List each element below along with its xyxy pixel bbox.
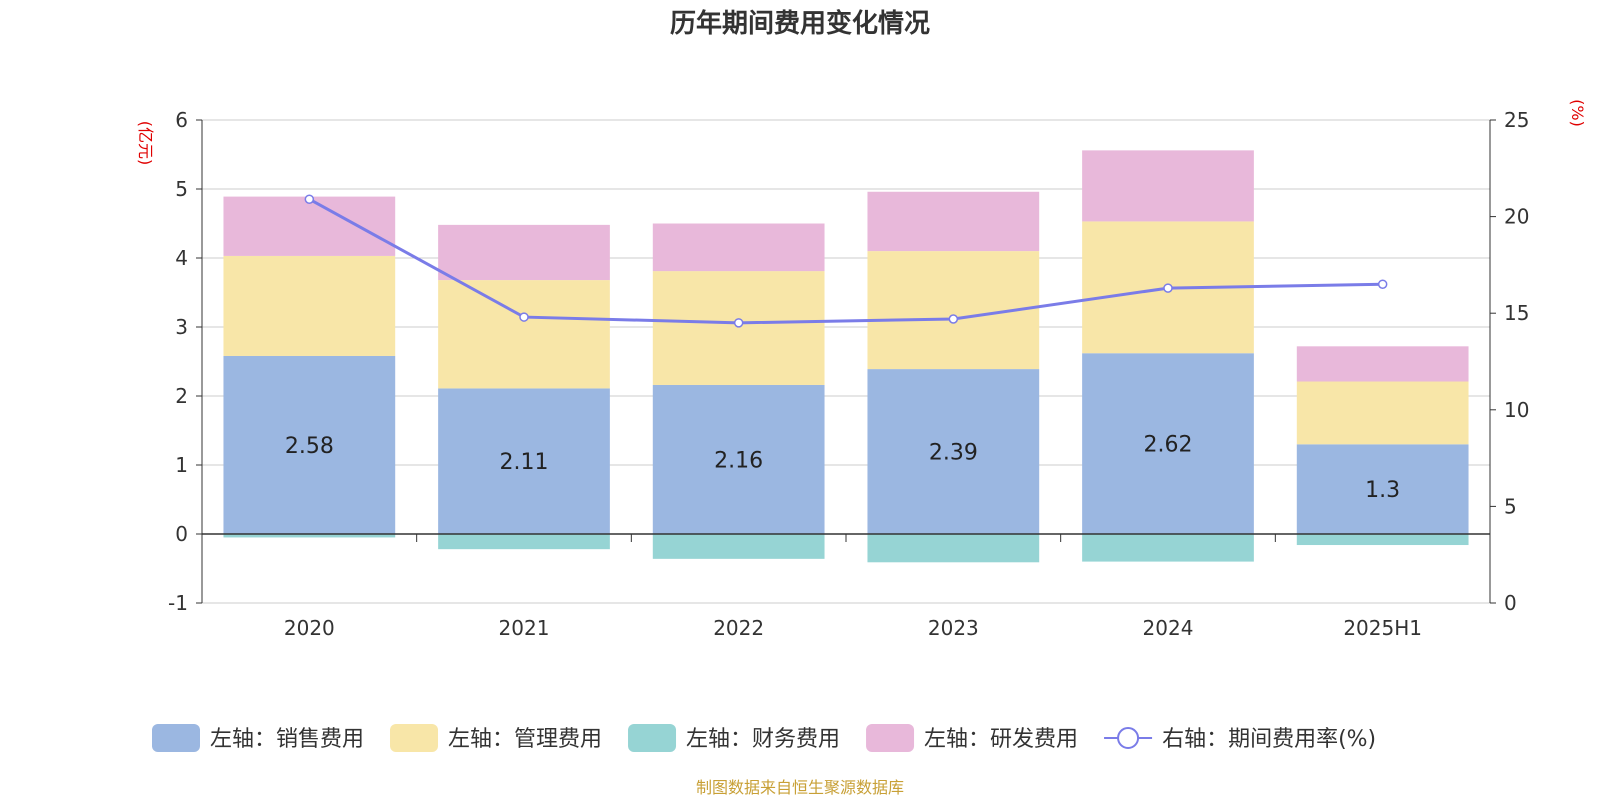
right-axis-unit: (%): [1568, 99, 1587, 127]
right-axis-tick-label: 10: [1504, 398, 1529, 422]
right-axis-tick-label: 5: [1504, 494, 1517, 518]
bar-value-label: 2.16: [714, 448, 763, 473]
bar-segment-s0-0: [223, 355, 396, 534]
legend-label-0: 左轴：销售费用: [210, 727, 364, 752]
rate-point: [948, 314, 959, 324]
bar-segment-s3-4: [1082, 150, 1254, 222]
left-axis-tick-label: 4: [175, 246, 188, 270]
legend-circle-swatch: [1117, 727, 1140, 749]
legend-label-2: 左轴：财务费用: [686, 727, 840, 752]
bar-segment-s3-0: [223, 196, 396, 256]
bar-value-label: 2.11: [500, 450, 549, 475]
right-axis-tick-label: 25: [1504, 108, 1529, 132]
bar-segment-s1-0: [223, 255, 396, 356]
left-axis-tick-label: 2: [175, 384, 188, 408]
left-axis-tick-label: 1: [175, 453, 188, 477]
left-axis-tick-label: -1: [168, 591, 188, 615]
right-axis-tick-label: 0: [1504, 591, 1517, 615]
rate-line-path: [308, 197, 1383, 325]
category-label: 2025H1: [1343, 616, 1422, 640]
bar-segment-s0-4: [1082, 353, 1254, 534]
rate-point: [733, 318, 744, 328]
category-label: 2024: [1143, 616, 1194, 640]
bar-value-label: 2.58: [285, 434, 334, 459]
legend-swatch-1: [390, 724, 439, 752]
left-axis-tick-label: 5: [175, 177, 188, 201]
category-label: 2022: [713, 616, 764, 640]
axes: -1 0 1 2 3 4 5 6 0 5 10 15 20 25 2020 2021 2022 2023 2024 2…: [168, 108, 1529, 640]
legend-label-1: 左轴：管理费用: [448, 727, 602, 752]
bar-segment-s2-1: [438, 534, 610, 550]
source-note: 制图数据来自恒生聚源数据库: [696, 778, 904, 797]
bar-segment-s2-3: [867, 534, 1040, 563]
right-axis-tick-label: 15: [1504, 301, 1529, 325]
category-label: 2021: [499, 616, 550, 640]
bar-segment-s0-2: [652, 384, 825, 534]
bar-segment-s2-0: [223, 534, 396, 538]
legend-label-3: 左轴：研发费用: [924, 727, 1078, 752]
bar-segment-s3-3: [867, 191, 1040, 252]
rate-point: [519, 312, 529, 322]
rate-line: [304, 194, 1388, 328]
legend-swatch-3: [866, 724, 915, 752]
left-axis-unit: (亿元): [136, 121, 155, 166]
bar-segment-s3-2: [652, 223, 825, 272]
bar-segment-s1-1: [438, 280, 610, 389]
bar-segment-s3-5: [1296, 346, 1469, 382]
bar-segment-s1-2: [652, 271, 825, 385]
bar-segment-s3-1: [438, 224, 610, 281]
left-axis-tick-label: 3: [175, 315, 188, 339]
legend-label-4: 右轴：期间费用率(%): [1162, 727, 1376, 752]
bar-value-label: 2.39: [929, 441, 978, 466]
rate-point: [1377, 279, 1388, 289]
rate-point: [1163, 283, 1173, 293]
legend-swatch-2: [628, 724, 677, 752]
bar-segment-s2-4: [1082, 534, 1254, 562]
bar-segment-s0-5: [1296, 444, 1469, 534]
bar-segment-s1-5: [1296, 381, 1469, 445]
category-label: 2020: [284, 616, 335, 640]
data-labels: 2.58 2.11 2.16 2.39 2.62 1.3: [285, 433, 1400, 504]
rate-point: [304, 194, 315, 204]
category-label: 2023: [928, 616, 979, 640]
bar-segment-s0-3: [867, 369, 1040, 534]
right-axis-tick-label: 20: [1504, 205, 1529, 229]
legend: 左轴：销售费用 左轴：管理费用 左轴：财务费用 左轴：研发费用 右轴：期间费用率(%): [152, 724, 1376, 752]
left-axis-tick-label: 6: [175, 108, 188, 132]
chart-title: 历年期间费用变化情况: [670, 8, 930, 39]
bar-value-label: 2.62: [1144, 433, 1193, 458]
left-axis-tick-label: 0: [175, 522, 188, 546]
bar-value-label: 1.3: [1365, 478, 1400, 503]
legend-swatch-0: [152, 724, 200, 752]
bars: [223, 150, 1469, 563]
bar-segment-s2-5: [1296, 534, 1469, 546]
bar-segment-s0-1: [438, 388, 610, 534]
bar-segment-s2-2: [652, 534, 825, 559]
